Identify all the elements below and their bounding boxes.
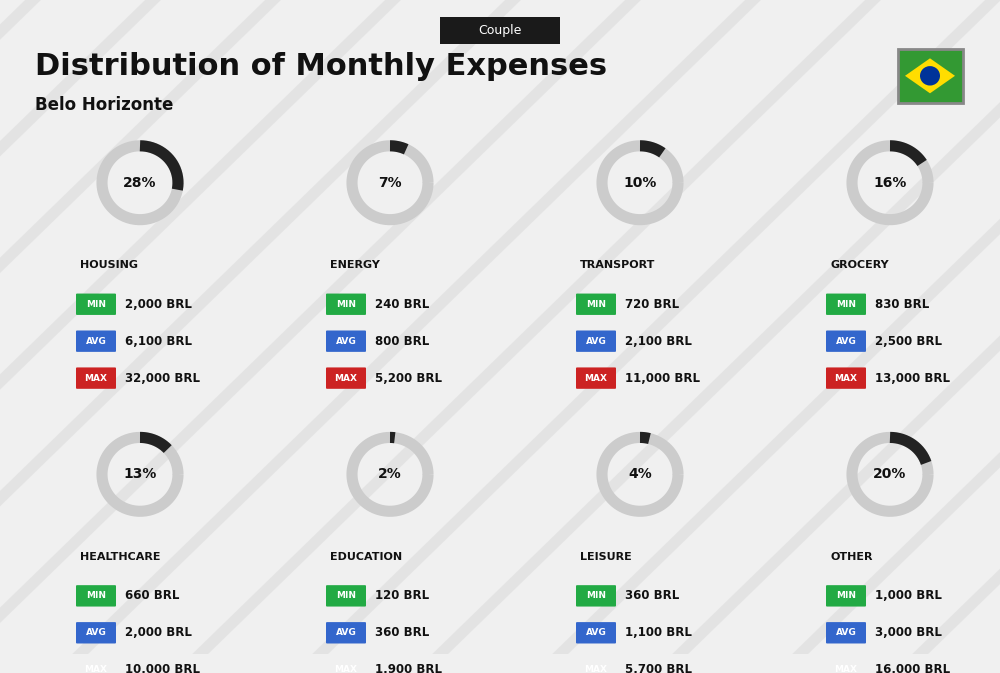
Text: MAX: MAX bbox=[584, 374, 608, 383]
Text: 720 BRL: 720 BRL bbox=[625, 297, 679, 311]
Text: AVG: AVG bbox=[836, 336, 856, 346]
Text: 2,100 BRL: 2,100 BRL bbox=[625, 334, 692, 348]
Text: MAX: MAX bbox=[334, 665, 358, 673]
Text: HEALTHCARE: HEALTHCARE bbox=[80, 552, 160, 562]
Text: 2%: 2% bbox=[378, 467, 402, 481]
FancyBboxPatch shape bbox=[76, 659, 116, 673]
FancyBboxPatch shape bbox=[326, 330, 366, 352]
Text: 3,000 BRL: 3,000 BRL bbox=[875, 627, 942, 639]
Text: MAX: MAX bbox=[834, 374, 857, 383]
FancyBboxPatch shape bbox=[898, 49, 963, 102]
Text: HOUSING: HOUSING bbox=[80, 260, 138, 271]
FancyBboxPatch shape bbox=[440, 17, 560, 44]
Text: 11,000 BRL: 11,000 BRL bbox=[625, 371, 700, 385]
FancyBboxPatch shape bbox=[826, 367, 866, 389]
FancyBboxPatch shape bbox=[576, 367, 616, 389]
Text: ENERGY: ENERGY bbox=[330, 260, 380, 271]
Text: 10%: 10% bbox=[623, 176, 657, 190]
Text: 800 BRL: 800 BRL bbox=[375, 334, 429, 348]
Text: 7%: 7% bbox=[378, 176, 402, 190]
Text: 1,900 BRL: 1,900 BRL bbox=[375, 663, 442, 673]
Text: MAX: MAX bbox=[334, 374, 358, 383]
Text: 32,000 BRL: 32,000 BRL bbox=[125, 371, 200, 385]
Text: Couple: Couple bbox=[478, 24, 522, 36]
FancyBboxPatch shape bbox=[826, 330, 866, 352]
Text: 360 BRL: 360 BRL bbox=[625, 590, 679, 602]
Circle shape bbox=[920, 66, 940, 85]
Text: 13,000 BRL: 13,000 BRL bbox=[875, 371, 950, 385]
Text: Distribution of Monthly Expenses: Distribution of Monthly Expenses bbox=[35, 52, 607, 81]
Text: MIN: MIN bbox=[86, 592, 106, 600]
Text: AVG: AVG bbox=[336, 629, 356, 637]
Text: AVG: AVG bbox=[86, 629, 106, 637]
Text: AVG: AVG bbox=[836, 629, 856, 637]
FancyBboxPatch shape bbox=[826, 659, 866, 673]
FancyBboxPatch shape bbox=[326, 659, 366, 673]
Text: 1,000 BRL: 1,000 BRL bbox=[875, 590, 942, 602]
Text: MAX: MAX bbox=[584, 665, 608, 673]
Text: 20%: 20% bbox=[873, 467, 907, 481]
Text: 5,700 BRL: 5,700 BRL bbox=[625, 663, 692, 673]
Text: 360 BRL: 360 BRL bbox=[375, 627, 429, 639]
Text: MIN: MIN bbox=[586, 592, 606, 600]
Text: EDUCATION: EDUCATION bbox=[330, 552, 402, 562]
FancyBboxPatch shape bbox=[326, 293, 366, 315]
FancyBboxPatch shape bbox=[326, 367, 366, 389]
Text: AVG: AVG bbox=[586, 336, 606, 346]
FancyBboxPatch shape bbox=[76, 293, 116, 315]
FancyBboxPatch shape bbox=[576, 622, 616, 643]
FancyBboxPatch shape bbox=[76, 367, 116, 389]
FancyBboxPatch shape bbox=[326, 622, 366, 643]
Text: GROCERY: GROCERY bbox=[830, 260, 889, 271]
Text: Belo Horizonte: Belo Horizonte bbox=[35, 96, 173, 114]
FancyBboxPatch shape bbox=[576, 585, 616, 606]
Text: MIN: MIN bbox=[336, 299, 356, 309]
FancyBboxPatch shape bbox=[576, 659, 616, 673]
Text: 830 BRL: 830 BRL bbox=[875, 297, 929, 311]
Text: 1,100 BRL: 1,100 BRL bbox=[625, 627, 692, 639]
Text: MAX: MAX bbox=[834, 665, 857, 673]
Text: 28%: 28% bbox=[123, 176, 157, 190]
FancyBboxPatch shape bbox=[576, 293, 616, 315]
Text: TRANSPORT: TRANSPORT bbox=[580, 260, 655, 271]
Text: MIN: MIN bbox=[336, 592, 356, 600]
Text: 660 BRL: 660 BRL bbox=[125, 590, 179, 602]
Text: OTHER: OTHER bbox=[830, 552, 873, 562]
Text: MAX: MAX bbox=[84, 374, 108, 383]
Text: MIN: MIN bbox=[836, 299, 856, 309]
FancyBboxPatch shape bbox=[76, 330, 116, 352]
Polygon shape bbox=[905, 59, 955, 94]
FancyBboxPatch shape bbox=[326, 585, 366, 606]
FancyBboxPatch shape bbox=[76, 585, 116, 606]
Text: AVG: AVG bbox=[586, 629, 606, 637]
Text: 4%: 4% bbox=[628, 467, 652, 481]
FancyBboxPatch shape bbox=[826, 622, 866, 643]
Text: MIN: MIN bbox=[86, 299, 106, 309]
Text: 5,200 BRL: 5,200 BRL bbox=[375, 371, 442, 385]
Text: MAX: MAX bbox=[84, 665, 108, 673]
FancyBboxPatch shape bbox=[576, 330, 616, 352]
FancyBboxPatch shape bbox=[826, 293, 866, 315]
Text: 16,000 BRL: 16,000 BRL bbox=[875, 663, 950, 673]
Text: 10,000 BRL: 10,000 BRL bbox=[125, 663, 200, 673]
Text: AVG: AVG bbox=[336, 336, 356, 346]
Text: 2,000 BRL: 2,000 BRL bbox=[125, 297, 192, 311]
Text: LEISURE: LEISURE bbox=[580, 552, 632, 562]
Text: AVG: AVG bbox=[86, 336, 106, 346]
FancyBboxPatch shape bbox=[76, 622, 116, 643]
Text: 2,000 BRL: 2,000 BRL bbox=[125, 627, 192, 639]
Text: 13%: 13% bbox=[123, 467, 157, 481]
Text: 6,100 BRL: 6,100 BRL bbox=[125, 334, 192, 348]
Text: 2,500 BRL: 2,500 BRL bbox=[875, 334, 942, 348]
Text: MIN: MIN bbox=[586, 299, 606, 309]
FancyBboxPatch shape bbox=[826, 585, 866, 606]
Text: 16%: 16% bbox=[873, 176, 907, 190]
Text: MIN: MIN bbox=[836, 592, 856, 600]
Text: 240 BRL: 240 BRL bbox=[375, 297, 429, 311]
Text: 120 BRL: 120 BRL bbox=[375, 590, 429, 602]
